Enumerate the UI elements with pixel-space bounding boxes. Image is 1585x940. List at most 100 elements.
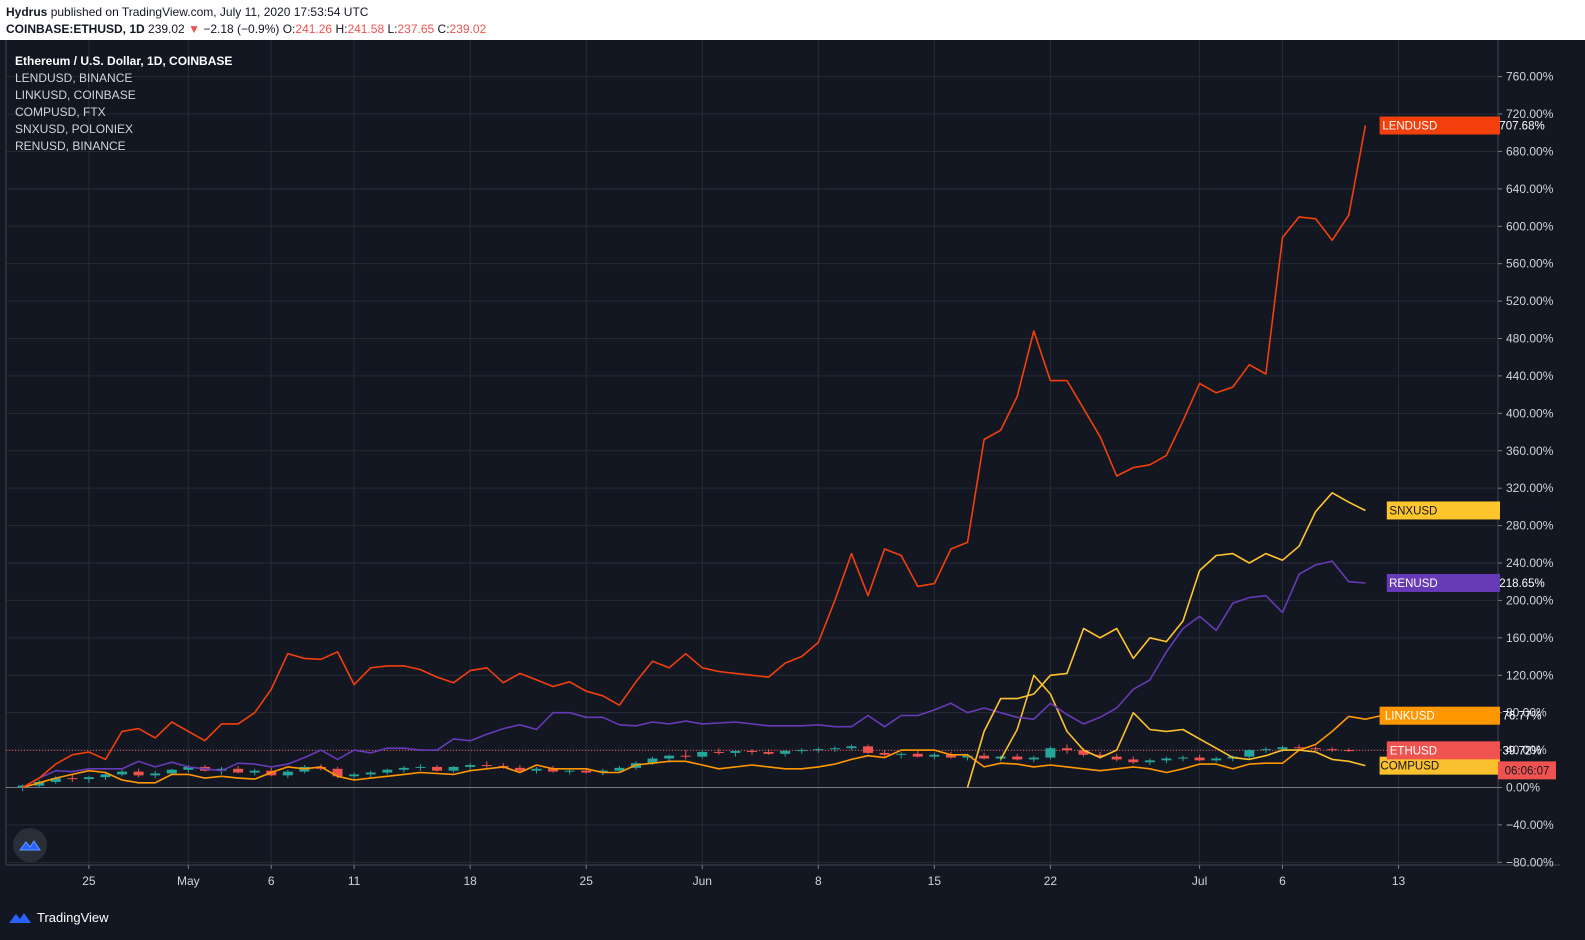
candle-body <box>50 778 61 782</box>
candle-body <box>664 755 675 759</box>
series-tag-name: COMPUSD <box>1380 761 1439 773</box>
series-tag-name: LENDUSD <box>1382 121 1437 133</box>
open-value: 241.26 <box>295 22 333 36</box>
series-tag-renusd: RENUSD 218.65% <box>1386 573 1545 592</box>
last-price: 239.02 <box>148 22 185 36</box>
candle-body <box>282 771 293 776</box>
y-tick-label: 120.00% <box>1506 668 1554 682</box>
candle-body <box>1012 756 1023 760</box>
candle-body <box>1310 748 1321 750</box>
candle-body <box>382 769 393 773</box>
series-line-compusd <box>999 674 1366 767</box>
candle-body <box>1144 760 1155 763</box>
series-tag-name: RENUSD <box>1389 578 1438 590</box>
candle-body <box>597 770 608 773</box>
down-arrow-icon: ▼ <box>188 22 200 36</box>
legend-item-renusd[interactable]: RENUSD, BINANCE <box>15 139 126 153</box>
candle-body <box>614 767 625 771</box>
series-line-renusd <box>22 560 1366 789</box>
candle-body <box>1128 759 1139 763</box>
candle-body <box>713 751 724 753</box>
series-tag-ethusd: ETHUSD 39.72% <box>1386 741 1542 760</box>
publisher-line: Hydrus published on TradingView.com, Jul… <box>6 5 368 19</box>
y-tick-label: 160.00% <box>1506 631 1554 645</box>
candle-body <box>514 767 525 771</box>
x-tick-label: 13 <box>1392 874 1406 888</box>
countdown-bg <box>1498 761 1556 780</box>
candle-body <box>166 769 177 774</box>
candle-body <box>233 768 244 773</box>
candle-body <box>349 774 360 777</box>
candle-body <box>680 755 691 757</box>
series-tag-value-bg <box>1440 116 1500 135</box>
candle-body <box>1045 748 1056 758</box>
series-tag-name-bg <box>1379 706 1440 725</box>
chart-svg[interactable]: −80.00% −40.00% 0.00% 40.00% 80.00% 120.00% 16… <box>0 40 1585 900</box>
candle-body <box>34 781 45 786</box>
y-tick-label: 40.00% <box>1506 743 1547 757</box>
candle-body <box>647 758 658 764</box>
candle-body <box>17 785 28 788</box>
y-tick-label: 360.00% <box>1506 444 1554 458</box>
candle-body <box>813 749 824 751</box>
candle-body <box>365 772 376 775</box>
open-label: O: <box>282 22 296 36</box>
legend-item-lendusd[interactable]: LENDUSD, BINANCE <box>15 71 133 85</box>
legend-item-snxusd[interactable]: SNXUSD, POLONIEX <box>15 122 134 136</box>
candle-body <box>979 755 990 759</box>
series-tag-value-bg <box>1440 741 1500 760</box>
series-tag-value: 218.65% <box>1499 578 1544 590</box>
candle-body <box>1244 750 1255 757</box>
x-tick-label: Jul <box>1192 874 1207 888</box>
candle-body <box>1178 757 1189 759</box>
series-line-lendusd <box>22 125 1367 789</box>
candle-body <box>150 773 161 776</box>
candle-body <box>117 771 128 775</box>
candle-body <box>1327 749 1338 751</box>
y-tick-label: 560.00% <box>1506 257 1554 271</box>
candle-body <box>1211 758 1222 761</box>
high-label: H: <box>335 22 348 36</box>
candle-body <box>581 770 592 773</box>
candle-body <box>216 768 227 771</box>
y-tick-label: 200.00% <box>1506 593 1554 607</box>
publisher-name[interactable]: Hydrus <box>6 5 48 19</box>
candle-body <box>564 770 575 772</box>
candle-body <box>912 753 923 757</box>
candle-body <box>67 778 78 780</box>
candle-body <box>945 754 956 758</box>
candle-body <box>879 752 890 755</box>
x-tick-label: 11 <box>348 874 361 888</box>
footer-brand-label: TradingView <box>37 910 109 925</box>
candle-body <box>183 766 194 770</box>
footer-brand[interactable]: TradingView <box>8 910 109 925</box>
cloud-logo-icon <box>19 840 41 851</box>
legend-main-series[interactable]: Ethereum / U.S. Dollar, 1D, COINBASE <box>15 54 233 68</box>
published-text: published on TradingView.com, July 11, 2… <box>50 5 369 19</box>
series-tag-value: 76.77% <box>1502 711 1541 723</box>
y-tick-label: 440.00% <box>1506 369 1554 383</box>
legend-item-linkusd[interactable]: LINKUSD, COINBASE <box>15 88 136 102</box>
candle-body <box>995 756 1006 759</box>
chart-area[interactable]: −80.00% −40.00% 0.00% 40.00% 80.00% 120.00% 16… <box>0 40 1585 900</box>
candle-body <box>962 755 973 758</box>
candle-body <box>531 768 542 771</box>
legend-item-compusd[interactable]: COMPUSD, FTX <box>15 105 106 119</box>
series-tag-value-bg <box>1440 573 1500 592</box>
candle-body <box>465 765 476 767</box>
series-tag-name-bg <box>1379 756 1440 775</box>
publish-header: Hydrus published on TradingView.com, Jul… <box>0 0 1585 40</box>
candle-body <box>1078 750 1089 755</box>
series-tag-name: LINKUSD <box>1385 711 1435 723</box>
tradingview-logo-badge[interactable] <box>13 828 47 862</box>
candle-body <box>332 768 343 777</box>
candle-body <box>315 766 326 769</box>
y-tick-label: 760.00% <box>1506 70 1554 84</box>
candle-body <box>1194 757 1205 761</box>
x-axis-ticks: 25 May 6 11 18 25 Jun 8 15 22 Jul 6 13 <box>82 40 1406 888</box>
x-tick-label: 15 <box>928 874 942 888</box>
close-value: 239.02 <box>449 22 487 36</box>
close-label: C: <box>437 22 450 36</box>
y-tick-label: 520.00% <box>1506 294 1554 308</box>
candle-body <box>249 770 260 773</box>
